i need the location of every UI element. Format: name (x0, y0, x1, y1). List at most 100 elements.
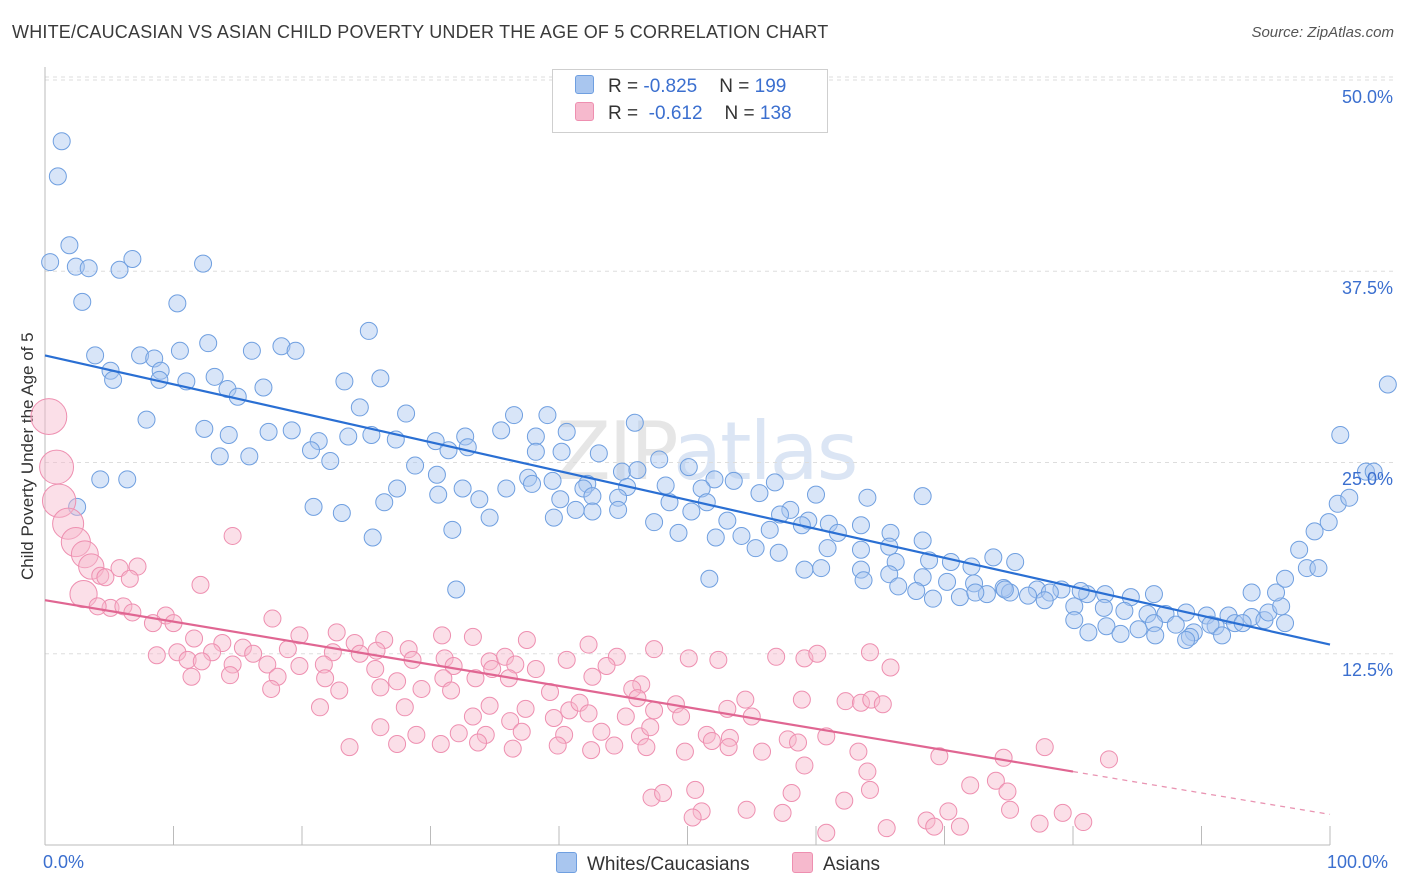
point-whites (282, 421, 301, 440)
point-whites (907, 582, 926, 601)
point-asians (607, 647, 626, 666)
point-asians (849, 742, 868, 761)
point-asians (925, 817, 944, 836)
point-asians (96, 568, 115, 587)
point-asians (263, 609, 282, 628)
point-asians (147, 646, 166, 665)
point-whites (583, 502, 602, 521)
point-whites (1328, 494, 1347, 513)
point-asians (789, 733, 808, 752)
point-whites (1276, 614, 1295, 633)
point-whites (1309, 559, 1328, 578)
point-asians (433, 626, 452, 645)
point-whites (41, 253, 60, 272)
point-whites (52, 132, 71, 151)
legend-r-value-whites: -0.825 (643, 76, 698, 97)
legend-n-value-whites: 199 (754, 76, 787, 97)
point-whites (941, 552, 960, 571)
point-asians (330, 681, 349, 700)
point-whites (86, 346, 105, 365)
point-whites (645, 513, 664, 532)
point-asians (692, 802, 711, 821)
point-whites (881, 523, 900, 542)
point-whites (1138, 604, 1157, 623)
point-whites (913, 487, 932, 506)
point-asians (873, 695, 892, 714)
point-whites (1111, 624, 1130, 643)
point-asians (399, 640, 418, 659)
point-whites (359, 321, 378, 340)
point-asians (557, 650, 576, 669)
point-asians (1074, 813, 1093, 832)
point-asians (792, 690, 811, 709)
point-whites (609, 488, 628, 507)
point-whites (219, 425, 238, 444)
point-whites (544, 508, 563, 527)
point-whites (679, 458, 698, 477)
point-whites (1201, 615, 1220, 634)
point-asians (939, 802, 958, 821)
point-whites (1001, 583, 1020, 602)
point-whites (962, 557, 981, 576)
point-whites (388, 479, 407, 498)
point-asians (1099, 750, 1118, 769)
point-asians (501, 712, 520, 731)
point-asians (795, 756, 814, 775)
point-asians (442, 681, 461, 700)
point-whites (706, 528, 725, 547)
point-whites (1144, 585, 1163, 604)
point-whites (818, 539, 837, 558)
legend-r-label: R = (608, 76, 644, 97)
point-asians (371, 678, 390, 697)
point-asians (637, 738, 656, 757)
point-whites (123, 250, 142, 269)
point-asians (579, 704, 598, 723)
point-asians (675, 742, 694, 761)
legend-n-value-asians: 138 (759, 103, 792, 124)
point-whites (66, 257, 85, 276)
point-asians (808, 644, 827, 663)
point-whites (456, 427, 475, 446)
point-asians (290, 626, 309, 645)
point-whites (551, 490, 570, 509)
point-asians (998, 782, 1017, 801)
point-asians (526, 660, 545, 679)
point-asians (431, 735, 450, 754)
point-asians (262, 679, 281, 698)
point-whites (443, 520, 462, 539)
point-whites (977, 585, 996, 604)
point-whites (104, 370, 123, 389)
point-whites (851, 560, 870, 579)
point-asians (449, 724, 468, 743)
point-whites (397, 404, 416, 423)
point-whites (1290, 540, 1309, 559)
legend-row-whites: R = -0.825 N = 199 (575, 75, 786, 98)
point-asians (881, 658, 900, 677)
point-asians (961, 776, 980, 795)
point-whites (492, 421, 511, 440)
legend-swatch-whites (575, 75, 594, 94)
point-asians (548, 736, 567, 755)
point-asians (555, 725, 574, 744)
point-whites (73, 292, 92, 311)
point-asians (582, 741, 601, 760)
point-asians (642, 788, 661, 807)
point-whites (371, 369, 390, 388)
point-whites (1340, 488, 1359, 507)
point-whites (1146, 626, 1165, 645)
point-whites (1364, 462, 1383, 481)
point-whites (692, 479, 711, 498)
point-whites (851, 516, 870, 535)
point-whites (427, 465, 446, 484)
point-whites (1094, 598, 1113, 617)
point-asians (986, 771, 1005, 790)
point-whites (609, 500, 628, 519)
point-asians (560, 701, 579, 720)
point-asians (597, 656, 616, 675)
point-whites (48, 167, 67, 186)
point-whites (429, 485, 448, 504)
point-whites (1378, 375, 1397, 394)
point-asians (654, 783, 673, 802)
point-asians (517, 630, 536, 649)
point-asians (213, 634, 232, 653)
